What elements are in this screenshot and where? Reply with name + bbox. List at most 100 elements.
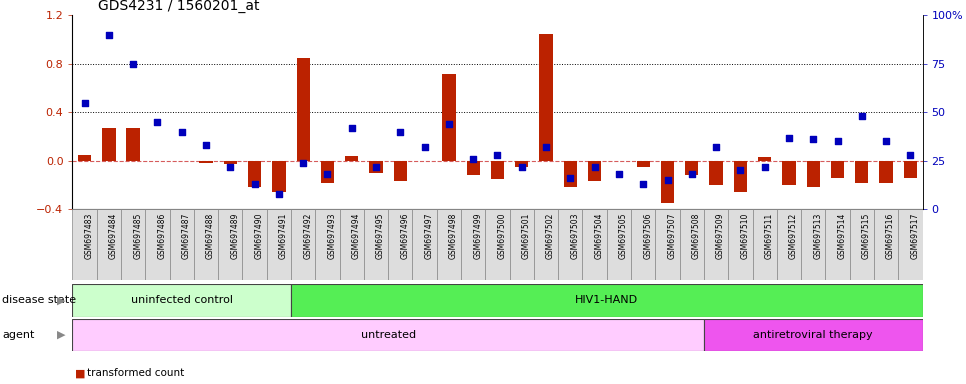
- Point: [757, 164, 773, 170]
- Point: [781, 134, 797, 141]
- Text: GSM697485: GSM697485: [133, 213, 142, 259]
- Point: [708, 144, 724, 150]
- Bar: [485, 209, 510, 280]
- Bar: [704, 319, 923, 351]
- Bar: [898, 209, 923, 280]
- Point: [296, 160, 311, 166]
- Text: GSM697484: GSM697484: [109, 213, 118, 259]
- Text: GSM697494: GSM697494: [352, 213, 360, 259]
- Bar: [248, 161, 261, 187]
- Bar: [194, 209, 218, 280]
- Point: [660, 177, 675, 183]
- Bar: [291, 284, 923, 317]
- Point: [344, 125, 359, 131]
- Point: [830, 138, 845, 144]
- Text: GSM697503: GSM697503: [570, 213, 580, 259]
- Bar: [127, 128, 140, 161]
- Bar: [170, 209, 194, 280]
- Text: GSM697498: GSM697498: [449, 213, 458, 259]
- Point: [466, 156, 481, 162]
- Text: GSM697490: GSM697490: [255, 213, 264, 259]
- Bar: [461, 209, 485, 280]
- Point: [150, 119, 165, 125]
- Bar: [515, 161, 528, 167]
- Bar: [539, 33, 553, 161]
- Text: GDS4231 / 1560201_at: GDS4231 / 1560201_at: [98, 0, 260, 13]
- Bar: [582, 209, 607, 280]
- Point: [806, 136, 821, 142]
- Point: [490, 152, 505, 158]
- Text: GSM697492: GSM697492: [303, 213, 312, 259]
- Point: [878, 138, 894, 144]
- Bar: [291, 209, 315, 280]
- Bar: [734, 161, 747, 192]
- Point: [854, 113, 869, 119]
- Bar: [782, 161, 796, 185]
- Text: GSM697499: GSM697499: [473, 213, 482, 259]
- Bar: [879, 161, 893, 183]
- Point: [587, 164, 603, 170]
- Point: [247, 181, 263, 187]
- Text: HIV1-HAND: HIV1-HAND: [575, 295, 639, 306]
- Bar: [467, 161, 480, 175]
- Text: GSM697491: GSM697491: [279, 213, 288, 259]
- Bar: [558, 209, 582, 280]
- Text: GSM697514: GSM697514: [838, 213, 846, 259]
- Bar: [121, 209, 145, 280]
- Point: [77, 99, 93, 106]
- Text: GSM697516: GSM697516: [886, 213, 895, 259]
- Bar: [102, 128, 116, 161]
- Bar: [655, 209, 680, 280]
- Text: GSM697504: GSM697504: [595, 213, 604, 259]
- Bar: [801, 209, 825, 280]
- Bar: [855, 161, 868, 183]
- Text: agent: agent: [2, 330, 35, 340]
- Text: GSM697507: GSM697507: [668, 213, 676, 259]
- Bar: [224, 161, 237, 164]
- Text: GSM697510: GSM697510: [740, 213, 750, 259]
- Bar: [345, 156, 358, 161]
- Bar: [72, 284, 291, 317]
- Bar: [218, 209, 242, 280]
- Text: GSM697497: GSM697497: [425, 213, 434, 259]
- Bar: [661, 161, 674, 203]
- Point: [417, 144, 433, 150]
- Bar: [340, 209, 364, 280]
- Text: GSM697511: GSM697511: [765, 213, 774, 259]
- Bar: [272, 161, 286, 192]
- Bar: [850, 209, 874, 280]
- Text: disease state: disease state: [2, 295, 76, 306]
- Text: ▶: ▶: [57, 330, 65, 340]
- Bar: [704, 209, 728, 280]
- Text: GSM697488: GSM697488: [206, 213, 215, 259]
- Text: GSM697508: GSM697508: [692, 213, 700, 259]
- Bar: [874, 209, 898, 280]
- Point: [902, 152, 918, 158]
- Bar: [564, 161, 577, 187]
- Bar: [680, 209, 704, 280]
- Point: [174, 129, 189, 135]
- Text: GSM697506: GSM697506: [643, 213, 652, 259]
- Point: [271, 191, 287, 197]
- Bar: [491, 161, 504, 179]
- Text: GSM697515: GSM697515: [862, 213, 870, 259]
- Bar: [777, 209, 801, 280]
- Bar: [364, 209, 388, 280]
- Text: GSM697500: GSM697500: [497, 213, 506, 259]
- Bar: [753, 209, 777, 280]
- Bar: [709, 161, 723, 185]
- Bar: [758, 157, 771, 161]
- Text: GSM697513: GSM697513: [813, 213, 822, 259]
- Bar: [72, 209, 97, 280]
- Bar: [437, 209, 461, 280]
- Bar: [199, 161, 213, 163]
- Bar: [72, 319, 704, 351]
- Point: [126, 61, 141, 67]
- Point: [441, 121, 457, 127]
- Bar: [631, 209, 655, 280]
- Text: antiretroviral therapy: antiretroviral therapy: [753, 330, 873, 340]
- Point: [636, 181, 651, 187]
- Text: GSM697487: GSM697487: [182, 213, 190, 259]
- Point: [320, 171, 335, 177]
- Bar: [97, 209, 121, 280]
